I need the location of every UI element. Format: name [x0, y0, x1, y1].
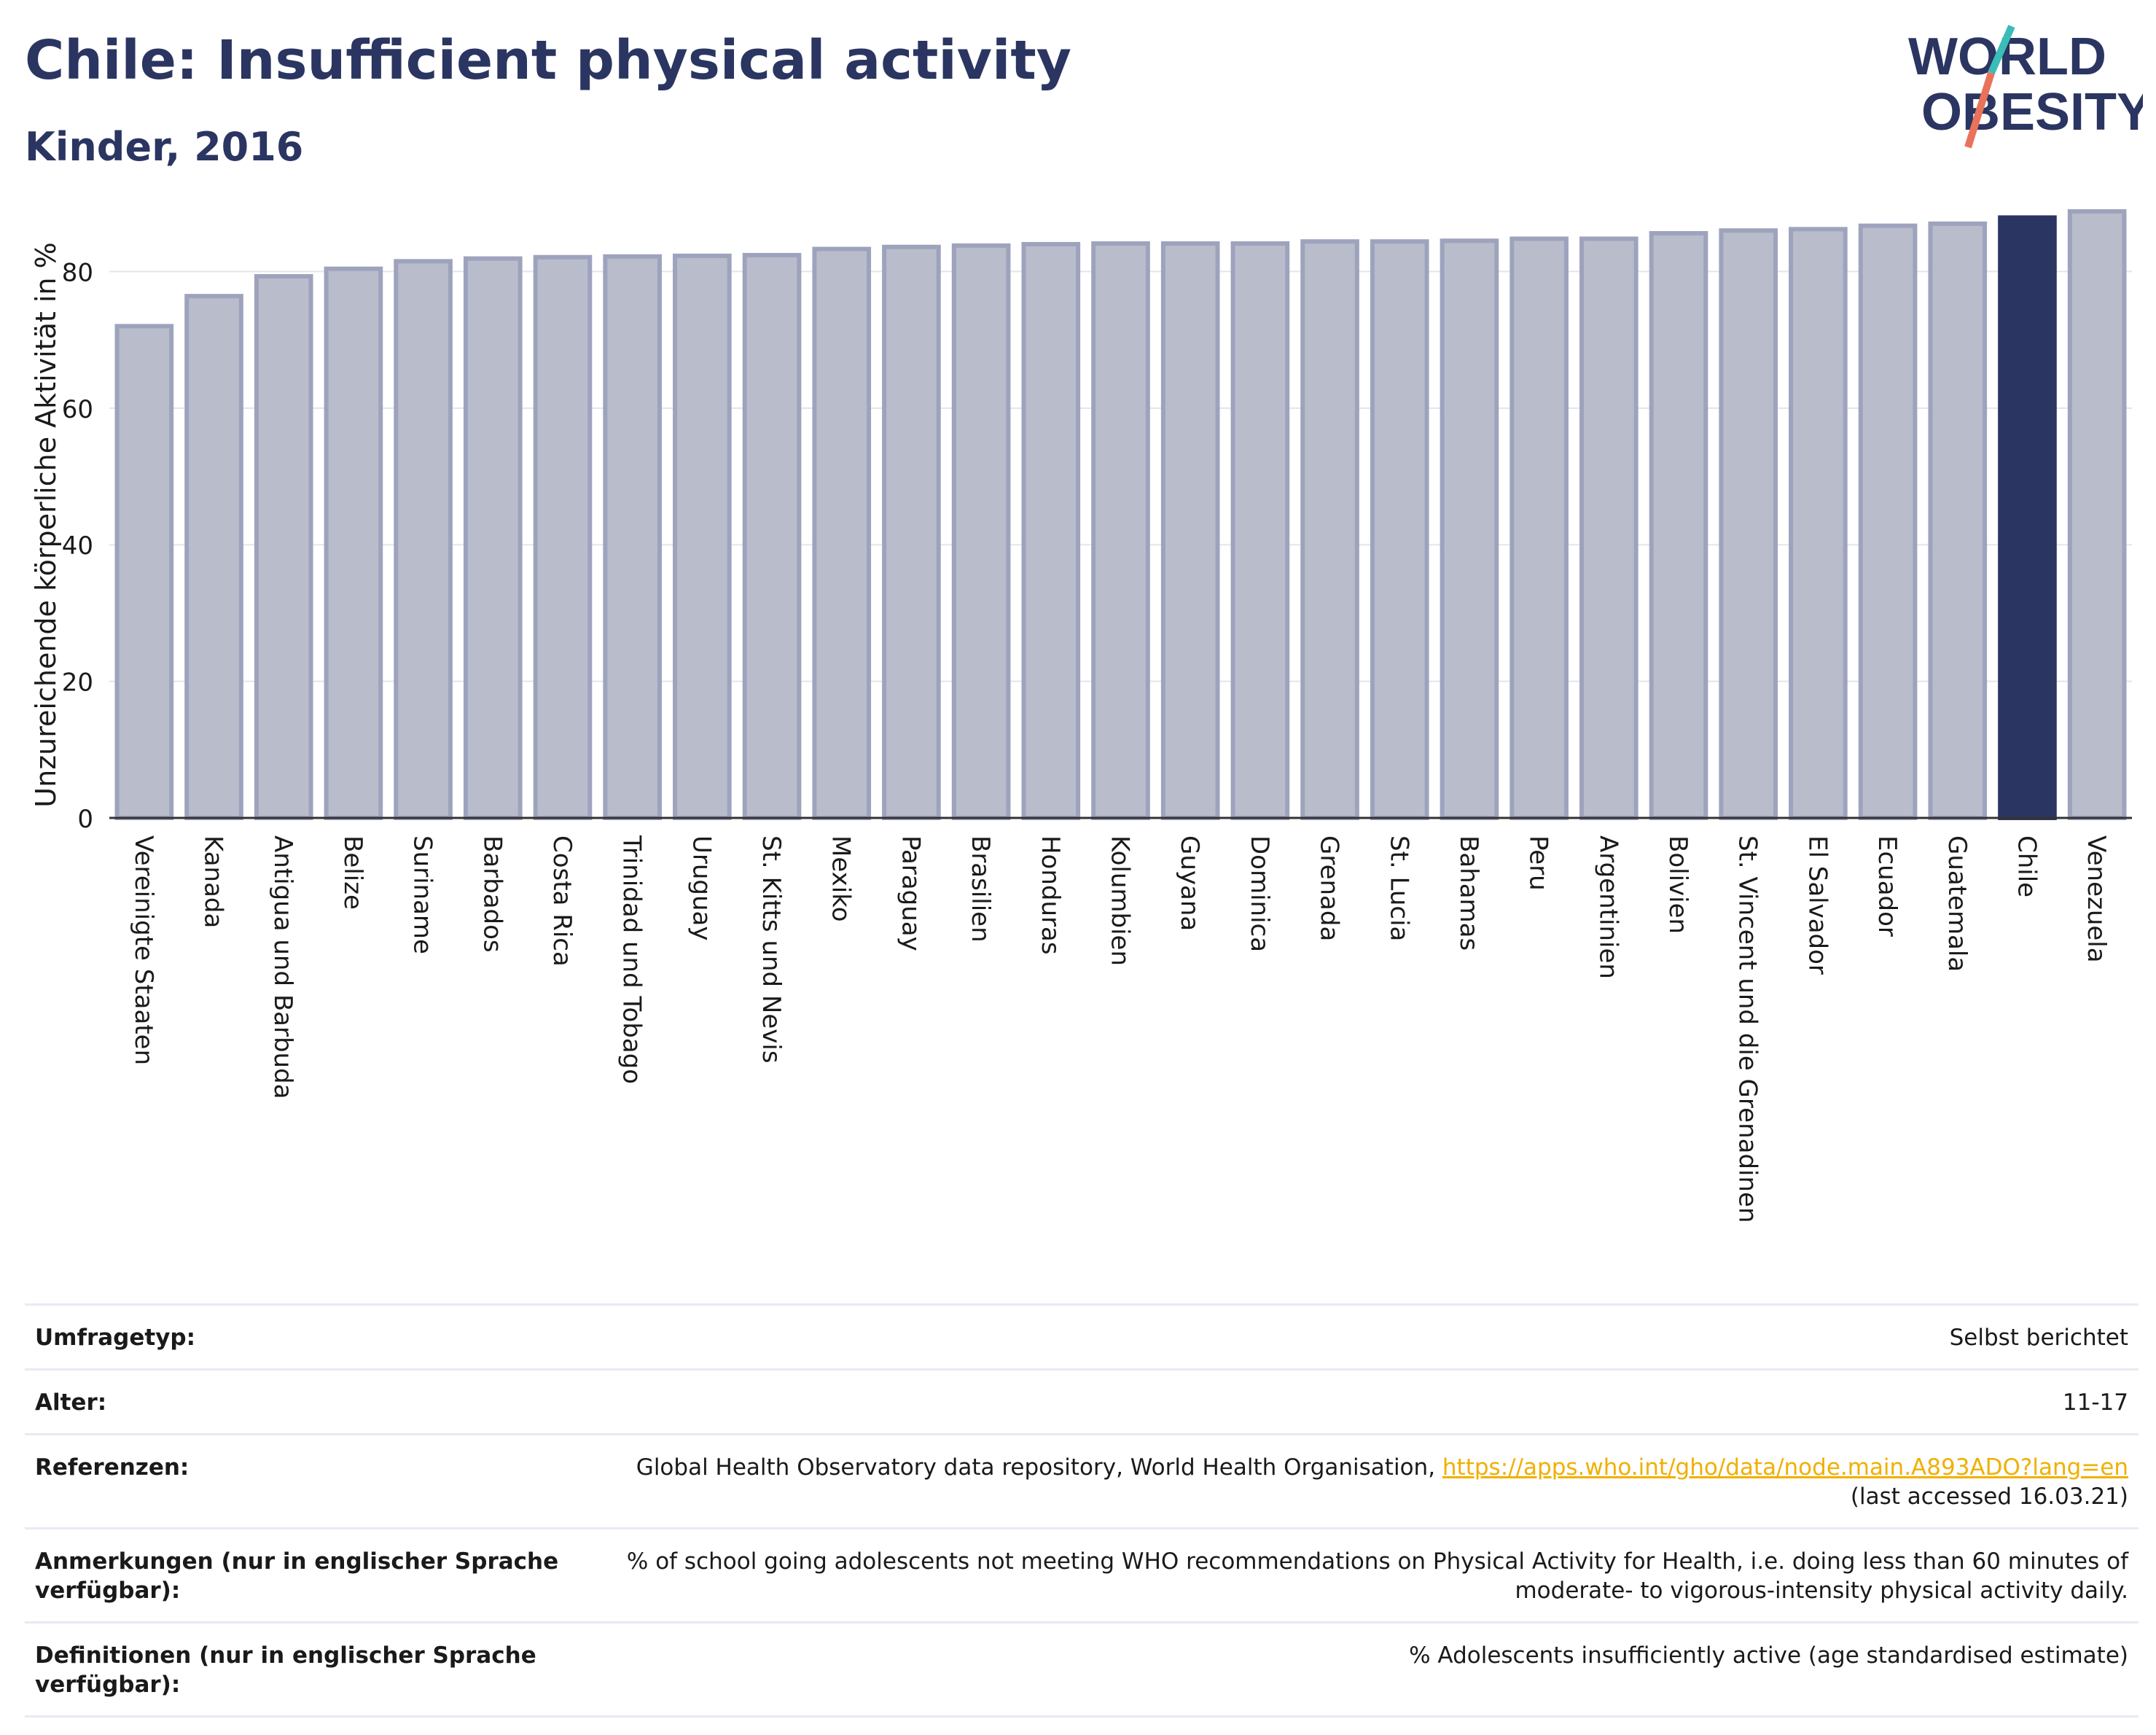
info-row-references: Referenzen: Global Health Observatory da… [25, 1433, 2139, 1527]
x-tick-label: Bahamas [1454, 835, 1483, 951]
bar-vereinigte-staaten [114, 324, 174, 820]
bar-antigua-und-barbuda [254, 273, 313, 820]
bar-st-vincent-und-die-grenadinen [1719, 228, 1778, 820]
x-tick-label: Paraguay [896, 835, 925, 951]
bar-peru [1509, 236, 1569, 820]
bar-el-salvador [1789, 227, 1848, 820]
x-tick-label: Argentinien [1593, 835, 1622, 979]
x-tick-label: Belize [338, 835, 367, 910]
x-tick-label: Guyana [1175, 835, 1204, 931]
x-tick-label: Brasilien [966, 835, 995, 943]
y-tick-label: 0 [77, 805, 93, 834]
info-row-notes: Anmerkungen (nur in englischer Sprache v… [25, 1527, 2139, 1621]
bar-bolivien [1649, 230, 1708, 820]
x-tick-label: St. Kitts und Nevis [757, 835, 786, 1064]
bar-chile [1998, 215, 2057, 820]
bar-costa-rica [533, 254, 593, 821]
bar-uruguay [673, 253, 732, 821]
references-accessed: (last accessed 16.03.21) [1850, 1483, 2128, 1510]
definitions-label: Definitionen (nur in englischer Sprache … [35, 1642, 536, 1698]
info-table: Umfragetyp: Selbst berichtet Alter: 11-1… [25, 1303, 2139, 1718]
x-tick-label: Guatemala [1942, 835, 1972, 972]
tick-labels: 0 20 40 60 80 Vereinigte Staaten Kanada Antigua… [62, 258, 2111, 1223]
x-tick-label: Vereinigte Staaten [129, 835, 158, 1065]
x-tick-label: Trinidad und Tobago [617, 835, 647, 1084]
bar-bahamas [1440, 238, 1499, 820]
bar-belize [324, 266, 383, 820]
logo-line2: OBESITY [1921, 83, 2143, 141]
references-label: Referenzen: [35, 1454, 190, 1481]
definitions-value: % Adolescents insufficiently active (age… [1409, 1642, 2128, 1669]
x-tick-label: Dominica [1245, 835, 1274, 952]
survey-label: Umfragetyp: [35, 1325, 195, 1351]
x-tick-label: Venezuela [2082, 835, 2111, 963]
chart-subtitle: Kinder, 2016 [25, 124, 304, 170]
bar-trinidad-und-tobago [603, 254, 662, 821]
x-tick-label: Grenada [1315, 835, 1344, 941]
survey-value: Selbst berichtet [1949, 1325, 2128, 1351]
x-tick-label: Barbados [477, 835, 507, 953]
bar-st-lucia [1370, 239, 1429, 821]
y-axis-label: Unzureichende körperliche Aktivität in % [30, 242, 62, 807]
bar-guyana [1160, 241, 1220, 820]
bar-argentinien [1579, 236, 1639, 820]
notes-label: Anmerkungen (nur in englischer Sprache v… [35, 1548, 559, 1604]
bar-brasilien [951, 243, 1011, 820]
x-tick-label: Suriname [408, 835, 437, 954]
age-label: Alter: [35, 1389, 107, 1416]
references-value: Global Health Observatory data repositor… [561, 1453, 2128, 1511]
y-tick-label: 20 [62, 668, 93, 698]
info-row-age: Alter: 11-17 [25, 1368, 2139, 1433]
x-tick-label: Honduras [1036, 835, 1065, 955]
logo-slash-coral [1964, 71, 1995, 149]
bar-paraguay [882, 244, 941, 820]
world-obesity-logo: WORLD OBESITY [1908, 24, 2143, 149]
x-tick-label: Peru [1524, 835, 1553, 891]
bar-dominica [1230, 241, 1290, 820]
bar-st-kitts-und-nevis [742, 252, 802, 820]
bar-mexiko [812, 246, 872, 821]
x-tick-label: Costa Rica [547, 835, 577, 967]
y-tick-label: 60 [62, 395, 93, 424]
notes-value: % of school going adolescents not meetin… [626, 1548, 2128, 1604]
age-value: 11-17 [2062, 1389, 2128, 1416]
x-tick-label: Bolivien [1663, 835, 1692, 934]
x-tick-label: Antigua und Barbuda [268, 835, 297, 1099]
x-tick-label: Kolumbien [1106, 835, 1135, 966]
x-tick-label: Ecuador [1872, 835, 1902, 937]
info-row-survey: Umfragetyp: Selbst berichtet [25, 1303, 2139, 1368]
x-tick-label: Kanada [199, 835, 228, 928]
y-tick-label: 40 [62, 531, 93, 561]
references-text: Global Health Observatory data repositor… [636, 1454, 1436, 1481]
bar-kolumbien [1091, 241, 1150, 820]
info-row-definitions: Definitionen (nur in englischer Sprache … [25, 1621, 2139, 1718]
references-link[interactable]: https://apps.who.int/gho/data/node.main.… [1442, 1454, 2128, 1481]
x-tick-label: Mexiko [827, 835, 856, 922]
bar-barbados [463, 256, 523, 820]
bar-honduras [1021, 241, 1081, 820]
x-tick-label: Uruguay [687, 835, 716, 941]
chart-title: Chile: Insufficient physical activity [25, 29, 1071, 92]
y-tick-label: 80 [62, 258, 93, 287]
bar-suriname [394, 259, 453, 820]
logo-slash-teal [1988, 24, 2015, 75]
bar-ecuador [1858, 223, 1918, 820]
bar-chart: 0 20 40 60 80 Vereinigte Staaten Kanada Antigua… [30, 208, 2132, 1223]
bars [114, 208, 2127, 821]
bar-kanada [184, 294, 243, 820]
x-tick-label: St. Vincent und die Grenadinen [1733, 835, 1762, 1223]
bar-venezuela [2067, 208, 2127, 820]
x-tick-label: Chile [2012, 835, 2041, 897]
bar-grenada [1300, 239, 1359, 821]
x-tick-label: St. Lucia [1384, 835, 1413, 941]
bar-guatemala [1928, 221, 1988, 820]
x-tick-label: El Salvador [1802, 835, 1832, 975]
